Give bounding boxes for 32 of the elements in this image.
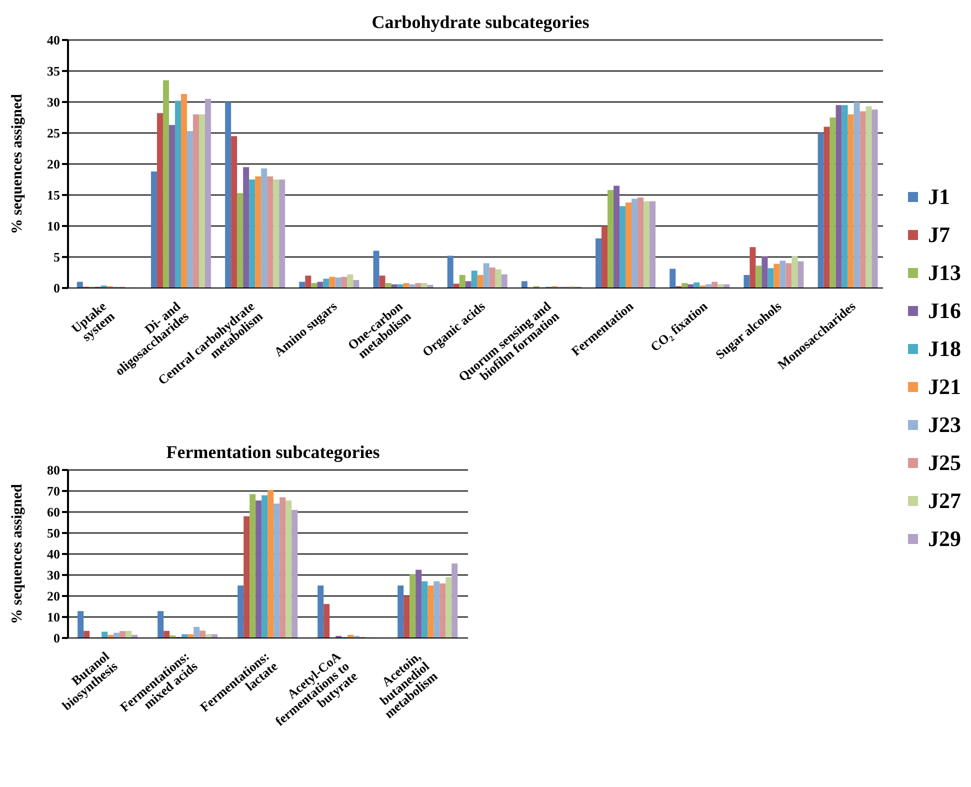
y-tick-label: 5 [54,250,60,265]
legend-label: J7 [928,222,950,248]
y-tick-label: 15 [47,188,60,203]
y-tick-label: 35 [47,64,60,79]
legend-label: J18 [928,336,961,362]
y-axis-title: % sequences assigned [9,483,26,624]
y-tick-label: 40 [47,32,60,48]
y-tick-label: 20 [47,156,60,172]
legend-label: J21 [928,374,961,400]
y-tick-label: 70 [47,484,60,499]
y-tick-label: 40 [47,546,60,562]
legend-label: J25 [928,450,961,476]
y-tick-label: 10 [47,218,60,234]
y-tick-label: 0 [54,630,60,646]
chart-title: Carbohydrate subcategories [370,12,590,33]
y-tick-label: 80 [47,462,60,478]
legend-label: J29 [928,526,961,552]
y-tick-label: 30 [47,94,60,110]
y-tick-label: 50 [47,526,60,541]
legend-label: J13 [928,260,961,286]
y-tick-label: 30 [47,568,60,583]
legend-label: J1 [928,184,950,210]
y-axis-title: % sequences assigned [9,93,26,234]
chart-title: Fermentation subcategories [165,442,381,463]
y-tick-label: 10 [47,610,60,625]
legend-label: J27 [928,488,961,514]
y-tick-label: 0 [54,280,60,296]
y-tick-label: 25 [47,126,60,141]
legend-label: J16 [928,298,961,324]
y-tick-label: 20 [47,588,60,604]
legend-label: J23 [928,412,961,438]
y-tick-label: 60 [47,504,60,520]
